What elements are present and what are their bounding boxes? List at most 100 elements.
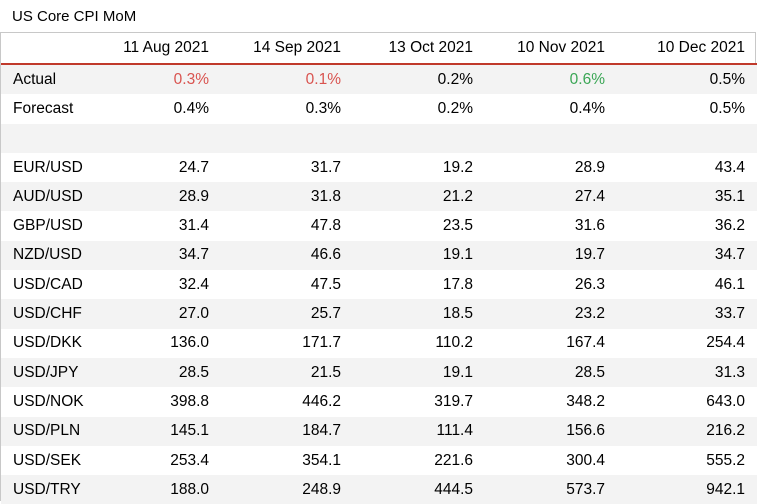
table-row: USD/TRY 188.0 248.9 444.5 573.7 942.1	[1, 475, 757, 504]
value-cell: 573.7	[485, 475, 617, 504]
value-cell: 26.3	[485, 270, 617, 300]
header-row: 11 Aug 2021 14 Sep 2021 13 Oct 2021 10 N…	[1, 33, 757, 65]
forecast-cell: 0.3%	[221, 94, 353, 124]
value-cell: 156.6	[485, 416, 617, 446]
table-row: AUD/USD 28.9 31.8 21.2 27.4 35.1	[1, 182, 757, 212]
value-cell: 23.2	[485, 299, 617, 329]
forecast-cell: 0.4%	[101, 94, 221, 124]
row-label: USD/JPY	[1, 357, 101, 388]
value-cell: 43.4	[617, 152, 757, 183]
table-row: USD/CAD 32.4 47.5 17.8 26.3 46.1	[1, 270, 757, 300]
value-cell: 21.5	[221, 357, 353, 388]
forecast-row: Forecast 0.4% 0.3% 0.2% 0.4% 0.5%	[1, 94, 757, 124]
value-cell: 253.4	[101, 445, 221, 476]
value-cell: 216.2	[617, 416, 757, 446]
value-cell: 28.5	[101, 357, 221, 388]
row-label: Actual	[1, 64, 101, 95]
column-header: 14 Sep 2021	[221, 33, 353, 65]
value-cell: 555.2	[617, 445, 757, 476]
cpi-table-frame: 11 Aug 2021 14 Sep 2021 13 Oct 2021 10 N…	[0, 32, 757, 504]
value-cell: 254.4	[617, 328, 757, 358]
value-cell: 444.5	[353, 475, 485, 504]
value-cell: 110.2	[353, 328, 485, 358]
row-label: USD/NOK	[1, 387, 101, 417]
value-cell: 348.2	[485, 387, 617, 417]
value-cell: 171.7	[221, 328, 353, 358]
value-cell: 47.8	[221, 211, 353, 241]
spacer-row	[1, 123, 757, 153]
value-cell: 19.1	[353, 357, 485, 388]
table-title: US Core CPI MoM	[12, 8, 137, 25]
actual-cell: 0.2%	[353, 64, 485, 95]
value-cell: 33.7	[617, 299, 757, 329]
table-row: GBP/USD 31.4 47.8 23.5 31.6 36.2	[1, 211, 757, 241]
actual-cell: 0.6%	[485, 64, 617, 95]
value-cell: 248.9	[221, 475, 353, 504]
table-row: EUR/USD 24.7 31.7 19.2 28.9 43.4	[1, 152, 757, 183]
value-cell: 942.1	[617, 475, 757, 504]
value-cell: 643.0	[617, 387, 757, 417]
value-cell: 28.9	[485, 152, 617, 183]
column-header: 11 Aug 2021	[101, 33, 221, 65]
value-cell: 17.8	[353, 270, 485, 300]
value-cell: 36.2	[617, 211, 757, 241]
column-header: 13 Oct 2021	[353, 33, 485, 65]
value-cell: 28.5	[485, 357, 617, 388]
value-cell: 31.8	[221, 182, 353, 212]
table-row: NZD/USD 34.7 46.6 19.1 19.7 34.7	[1, 240, 757, 271]
value-cell: 188.0	[101, 475, 221, 504]
forecast-cell: 0.4%	[485, 94, 617, 124]
forecast-cell: 0.2%	[353, 94, 485, 124]
value-cell: 31.7	[221, 152, 353, 183]
value-cell: 32.4	[101, 270, 221, 300]
value-cell: 354.1	[221, 445, 353, 476]
row-label: USD/DKK	[1, 328, 101, 358]
value-cell: 19.1	[353, 240, 485, 271]
value-cell: 184.7	[221, 416, 353, 446]
forecast-cell: 0.5%	[617, 94, 757, 124]
value-cell: 21.2	[353, 182, 485, 212]
header-corner	[1, 33, 101, 65]
row-label: USD/CHF	[1, 299, 101, 329]
value-cell: 46.1	[617, 270, 757, 300]
value-cell: 19.2	[353, 152, 485, 183]
value-cell: 34.7	[101, 240, 221, 271]
table-row: USD/DKK 136.0 171.7 110.2 167.4 254.4	[1, 328, 757, 358]
row-label: USD/TRY	[1, 475, 101, 504]
column-header: 10 Nov 2021	[485, 33, 617, 65]
value-cell: 35.1	[617, 182, 757, 212]
value-cell: 300.4	[485, 445, 617, 476]
value-cell: 319.7	[353, 387, 485, 417]
value-cell: 221.6	[353, 445, 485, 476]
table-row: USD/SEK 253.4 354.1 221.6 300.4 555.2	[1, 445, 757, 476]
table-row: USD/NOK 398.8 446.2 319.7 348.2 643.0	[1, 387, 757, 417]
value-cell: 136.0	[101, 328, 221, 358]
table-row: USD/JPY 28.5 21.5 19.1 28.5 31.3	[1, 357, 757, 388]
actual-cell: 0.3%	[101, 64, 221, 95]
value-cell: 446.2	[221, 387, 353, 417]
value-cell: 31.3	[617, 357, 757, 388]
value-cell: 31.6	[485, 211, 617, 241]
value-cell: 23.5	[353, 211, 485, 241]
row-label: GBP/USD	[1, 211, 101, 241]
actual-cell: 0.5%	[617, 64, 757, 95]
value-cell: 167.4	[485, 328, 617, 358]
value-cell: 24.7	[101, 152, 221, 183]
actual-cell: 0.1%	[221, 64, 353, 95]
cpi-table: 11 Aug 2021 14 Sep 2021 13 Oct 2021 10 N…	[1, 33, 757, 504]
value-cell: 31.4	[101, 211, 221, 241]
value-cell: 47.5	[221, 270, 353, 300]
row-label: USD/CAD	[1, 270, 101, 300]
value-cell: 145.1	[101, 416, 221, 446]
value-cell: 34.7	[617, 240, 757, 271]
row-label: EUR/USD	[1, 152, 101, 183]
row-label: USD/SEK	[1, 445, 101, 476]
value-cell: 111.4	[353, 416, 485, 446]
value-cell: 18.5	[353, 299, 485, 329]
row-label: USD/PLN	[1, 416, 101, 446]
table-row: USD/CHF 27.0 25.7 18.5 23.2 33.7	[1, 299, 757, 329]
value-cell: 19.7	[485, 240, 617, 271]
row-label: AUD/USD	[1, 182, 101, 212]
row-label: Forecast	[1, 94, 101, 124]
column-header: 10 Dec 2021	[617, 33, 757, 65]
